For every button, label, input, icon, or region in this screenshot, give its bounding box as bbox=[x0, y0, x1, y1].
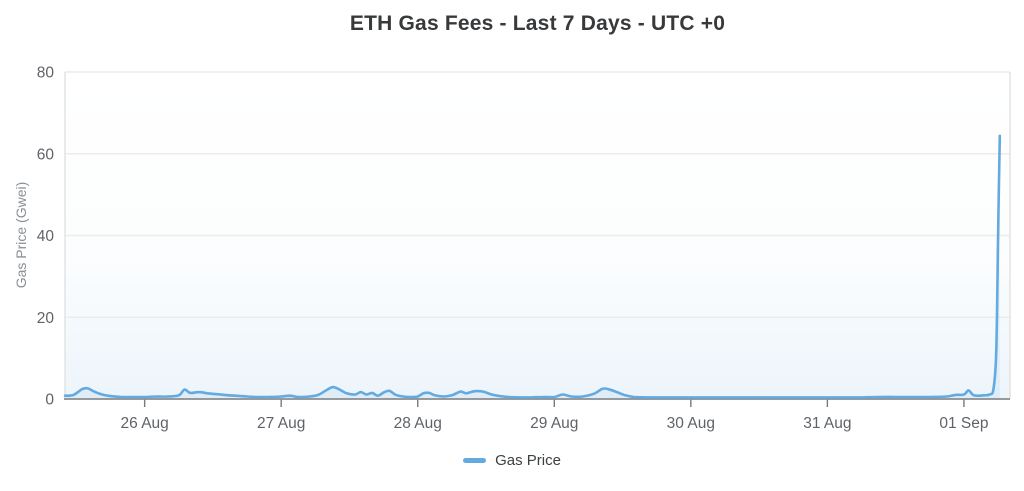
legend-marker-icon bbox=[463, 458, 487, 463]
x-tick-label: 01 Sep bbox=[939, 415, 988, 432]
y-tick-label-80: 80 bbox=[37, 65, 55, 82]
y-tick-label-60: 60 bbox=[37, 146, 55, 163]
x-tick-label: 31 Aug bbox=[803, 415, 851, 432]
x-tick-label: 30 Aug bbox=[667, 415, 715, 432]
chart-title: ETH Gas Fees - Last 7 Days - UTC +0 bbox=[349, 12, 726, 35]
x-tick-label: 27 Aug bbox=[257, 415, 305, 432]
y-tick-label-20: 20 bbox=[37, 310, 55, 327]
x-tick-label: 29 Aug bbox=[530, 415, 578, 432]
legend-item-gas-price[interactable]: Gas Price bbox=[463, 452, 561, 469]
y-tick-label-40: 40 bbox=[37, 228, 55, 245]
x-tick-label: 28 Aug bbox=[394, 415, 442, 432]
legend-label: Gas Price bbox=[495, 452, 561, 469]
gas-price-line bbox=[63, 134, 1002, 399]
legend: Gas Price bbox=[0, 452, 1024, 469]
y-tick-label-0: 0 bbox=[45, 392, 54, 409]
x-tick-label: 26 Aug bbox=[121, 415, 169, 432]
